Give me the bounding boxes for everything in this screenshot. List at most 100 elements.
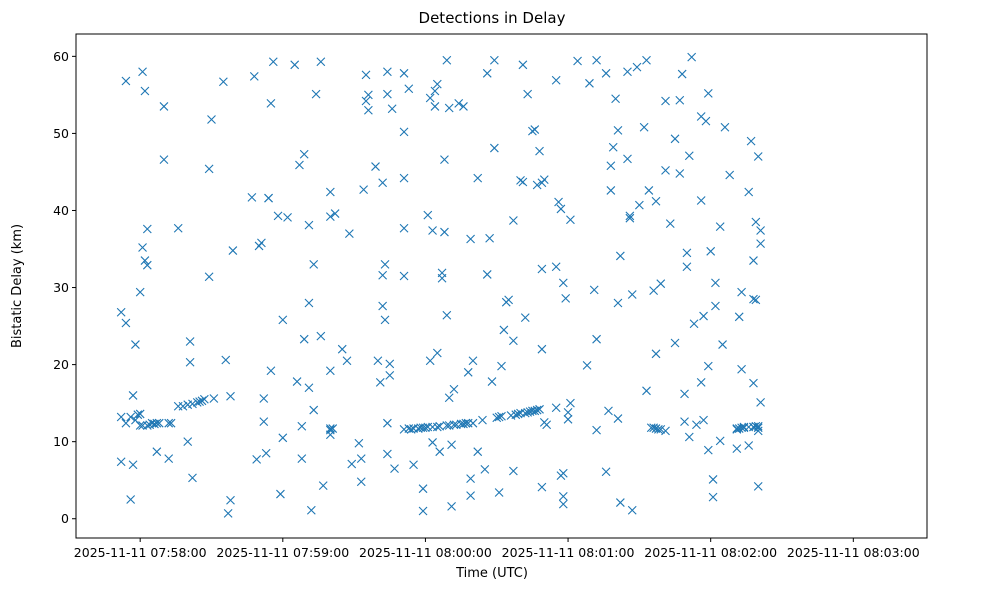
data-point-marker xyxy=(689,319,699,329)
data-point-marker xyxy=(435,421,445,431)
data-point-marker xyxy=(363,105,373,115)
data-point-marker xyxy=(378,301,388,311)
data-point-marker xyxy=(703,88,713,98)
data-point-marker xyxy=(295,160,304,170)
data-point-marker xyxy=(611,94,620,104)
data-point-marker xyxy=(309,260,319,269)
data-point-marker xyxy=(354,438,364,448)
data-point-marker xyxy=(449,384,459,394)
data-point-marker xyxy=(138,67,147,77)
data-point-marker xyxy=(756,397,765,407)
data-point-marker xyxy=(675,169,685,178)
data-point-marker xyxy=(126,412,136,422)
data-point-marker xyxy=(166,418,176,428)
data-point-marker xyxy=(696,377,706,387)
data-point-marker xyxy=(142,421,152,430)
data-point-marker xyxy=(159,155,169,165)
data-point-marker xyxy=(528,126,537,136)
data-point-marker xyxy=(494,488,504,497)
data-point-marker xyxy=(644,186,654,195)
data-point-marker xyxy=(670,338,680,348)
data-point-marker xyxy=(383,67,392,77)
data-point-marker xyxy=(518,60,528,70)
data-point-marker xyxy=(492,413,502,423)
x-tick-label: 2025-11-11 07:58:00 xyxy=(74,545,207,560)
data-point-marker xyxy=(699,311,708,321)
data-point-marker xyxy=(164,418,174,428)
data-point-marker xyxy=(418,484,428,494)
data-point-marker xyxy=(589,285,599,295)
data-point-marker xyxy=(375,377,385,387)
data-point-marker xyxy=(387,104,397,114)
data-point-marker xyxy=(520,313,530,322)
data-point-marker xyxy=(473,173,483,183)
data-point-marker xyxy=(675,95,685,105)
data-point-marker xyxy=(404,84,414,94)
data-point-marker xyxy=(325,212,335,222)
data-point-marker xyxy=(625,213,635,223)
data-point-marker xyxy=(325,187,335,197)
data-point-marker xyxy=(183,437,193,447)
data-point-marker xyxy=(558,499,568,509)
data-point-marker xyxy=(523,89,533,99)
x-tick-label: 2025-11-11 08:01:00 xyxy=(502,545,635,560)
data-point-marker xyxy=(592,334,601,344)
data-point-marker xyxy=(756,226,765,235)
y-axis-label: Bistatic Delay (km) xyxy=(10,224,25,348)
data-point-marker xyxy=(687,52,697,62)
data-point-marker xyxy=(449,420,459,430)
data-point-marker xyxy=(708,475,718,484)
data-point-marker xyxy=(466,234,475,244)
data-point-marker xyxy=(318,481,328,490)
data-point-marker xyxy=(518,177,528,187)
data-point-marker xyxy=(463,367,473,377)
data-point-marker xyxy=(520,408,530,418)
data-point-marker xyxy=(128,460,138,470)
data-point-marker xyxy=(259,417,269,427)
data-point-marker xyxy=(561,293,571,303)
data-point-marker xyxy=(489,143,499,153)
data-point-marker xyxy=(399,223,409,233)
data-point-marker xyxy=(383,449,392,459)
data-point-marker xyxy=(421,423,430,433)
data-point-marker xyxy=(192,397,202,407)
data-point-marker xyxy=(532,180,542,190)
data-point-marker xyxy=(566,398,575,408)
data-point-marker xyxy=(135,409,145,419)
data-point-marker xyxy=(459,102,468,111)
y-tick-label: 30 xyxy=(53,280,69,295)
x-tick-label: 2025-11-11 07:59:00 xyxy=(216,545,349,560)
data-point-marker xyxy=(337,344,347,354)
data-point-marker xyxy=(209,394,219,403)
data-point-marker xyxy=(508,336,518,346)
data-point-marker xyxy=(383,418,392,428)
data-point-marker xyxy=(199,394,209,404)
data-point-marker xyxy=(592,55,601,65)
data-point-marker xyxy=(266,98,276,108)
data-point-marker xyxy=(342,356,352,366)
data-point-marker xyxy=(642,386,651,396)
data-point-marker xyxy=(656,279,666,289)
y-tick-label: 0 xyxy=(61,511,69,526)
data-point-marker xyxy=(440,227,449,237)
data-point-marker xyxy=(563,407,573,417)
data-point-marker xyxy=(542,420,552,430)
data-point-marker xyxy=(468,356,478,366)
data-point-marker xyxy=(309,405,319,415)
data-point-marker xyxy=(680,389,689,399)
data-point-marker xyxy=(328,424,338,433)
y-axis: 0 10 20 30 40 50 60 xyxy=(53,49,76,526)
data-point-marker xyxy=(428,226,437,235)
data-point-marker xyxy=(468,418,478,428)
data-point-marker xyxy=(221,355,231,365)
data-point-marker xyxy=(732,444,742,453)
data-point-marker xyxy=(261,448,271,458)
data-point-marker xyxy=(116,412,126,422)
data-point-marker xyxy=(152,447,162,457)
data-point-marker xyxy=(489,55,499,65)
data-point-marker xyxy=(554,197,563,207)
data-point-marker xyxy=(138,243,147,252)
data-point-marker xyxy=(121,76,131,86)
data-point-marker xyxy=(523,407,533,417)
data-point-marker xyxy=(259,394,269,403)
